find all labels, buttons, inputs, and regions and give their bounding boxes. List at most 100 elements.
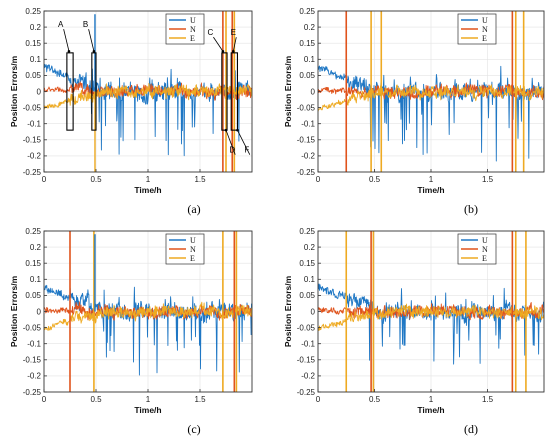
y-tick-label: 0.05 [299, 71, 315, 80]
panel-caption: (b) [464, 202, 478, 216]
y-tick-label: 0.1 [304, 275, 316, 284]
series-line-E [44, 301, 252, 332]
y-tick-label: 0.25 [299, 7, 315, 16]
y-tick-label: -0.05 [297, 323, 316, 332]
annotation-arrowhead-B [92, 49, 96, 53]
y-tick-label: 0.1 [30, 55, 42, 64]
y-tick-label: -0.25 [23, 388, 42, 397]
legend-label-E: E [482, 34, 487, 43]
y-tick-label: -0.1 [27, 340, 41, 349]
annotation-label-A: A [58, 20, 64, 29]
y-tick-label: 0 [37, 87, 42, 96]
x-axis-label: Time/h [417, 405, 444, 415]
x-tick-label: 0.5 [90, 175, 102, 184]
y-tick-label: -0.05 [23, 103, 42, 112]
annotation-arrow-E [232, 37, 237, 52]
y-tick-label: 0.2 [30, 243, 42, 252]
x-axis-label: Time/h [134, 405, 161, 415]
x-tick-label: 1 [146, 175, 151, 184]
annotation-label-F: F [244, 146, 249, 155]
panel-a: 0.25 0.2 0.15 0.1 0.05 0 -0.05 -0.1 -0.15 -0.2 -0.… [9, 7, 253, 216]
x-tick-label: 1.5 [482, 395, 494, 404]
y-tick-label: 0.05 [25, 291, 41, 300]
x-tick-label: 1 [429, 175, 434, 184]
y-axis-label: Position Errors/m [9, 275, 19, 347]
series-line-E [318, 303, 544, 331]
legend-label-N: N [190, 245, 196, 254]
series-group [44, 11, 252, 172]
annotation-arrowhead-F [236, 128, 239, 132]
legend-label-N: N [482, 245, 488, 254]
y-axis-label: Position Errors/m [283, 55, 293, 127]
y-tick-label: 0.05 [299, 291, 315, 300]
y-tick-label: 0.1 [30, 275, 42, 284]
legend-label-U: U [482, 16, 488, 25]
legend-label-N: N [482, 25, 488, 34]
y-tick-label: 0.25 [25, 7, 41, 16]
x-tick-label: 0.5 [90, 395, 102, 404]
panel-caption: (a) [187, 202, 200, 216]
y-tick-label: 0 [311, 87, 316, 96]
panel-caption: (c) [187, 422, 200, 436]
y-tick-label: -0.1 [27, 120, 41, 129]
legend-label-U: U [482, 236, 488, 245]
y-tick-label: -0.05 [23, 323, 42, 332]
annotation-arrow-D [225, 129, 236, 155]
y-tick-label: 0.25 [25, 227, 41, 236]
x-tick-label: 0 [42, 175, 47, 184]
highlight-box-D [221, 52, 228, 131]
x-tick-label: 1 [429, 395, 434, 404]
x-tick-label: 0 [316, 395, 321, 404]
x-tick-label: 1 [146, 395, 151, 404]
y-tick-label: 0.2 [304, 23, 316, 32]
series-group [44, 231, 252, 392]
y-tick-label: -0.15 [23, 136, 42, 145]
legend-label-N: N [190, 25, 196, 34]
y-tick-label: 0.05 [25, 71, 41, 80]
y-tick-label: 0.15 [299, 259, 315, 268]
y-tick-label: -0.2 [27, 152, 41, 161]
x-tick-label: 1.5 [482, 175, 494, 184]
series-group [318, 231, 544, 392]
series-line-U [44, 284, 252, 376]
annotation-arrowhead-E [231, 49, 235, 53]
y-tick-label: -0.15 [297, 136, 316, 145]
highlight-box-B [91, 52, 97, 131]
legend-label-E: E [190, 254, 195, 263]
y-tick-label: -0.2 [27, 372, 41, 381]
y-tick-label: 0.15 [25, 259, 41, 268]
x-tick-label: 0.5 [369, 175, 381, 184]
series-group [318, 11, 544, 172]
y-axis-label: Position Errors/m [283, 275, 293, 347]
y-tick-label: -0.25 [23, 168, 42, 177]
highlight-box-F [230, 52, 238, 131]
x-axis-label: Time/h [134, 185, 161, 195]
series-line-E [44, 83, 252, 110]
legend-label-E: E [482, 254, 487, 263]
series-line-U [318, 283, 544, 365]
annotation-arrowhead-A [67, 49, 71, 53]
annotation-label-E: E [231, 28, 236, 37]
y-tick-label: 0.1 [304, 55, 316, 64]
annotation-arrow-C [213, 36, 224, 52]
y-tick-label: 0 [37, 307, 42, 316]
x-tick-label: 1.5 [194, 395, 206, 404]
annotation-label-D: D [229, 146, 235, 155]
y-tick-label: -0.25 [297, 388, 316, 397]
annotation-arrow-B [88, 29, 95, 52]
y-tick-label: 0 [311, 307, 316, 316]
y-tick-label: -0.1 [301, 340, 315, 349]
x-tick-label: 0 [316, 175, 321, 184]
annotation-arrowhead-D [224, 128, 228, 132]
annotation-arrow-F [237, 129, 251, 155]
y-tick-label: -0.2 [301, 152, 315, 161]
highlight-box-A [66, 52, 74, 131]
x-axis-label: Time/h [417, 185, 444, 195]
panel-d: 0.25 0.2 0.15 0.1 0.05 0 -0.05 -0.1 -0.15 -0.2 -0.… [283, 227, 545, 436]
y-tick-label: -0.1 [301, 120, 315, 129]
y-tick-label: 0.15 [25, 39, 41, 48]
legend-label-U: U [190, 236, 196, 245]
y-tick-label: 0.2 [304, 243, 316, 252]
annotation-arrow-A [63, 29, 70, 52]
